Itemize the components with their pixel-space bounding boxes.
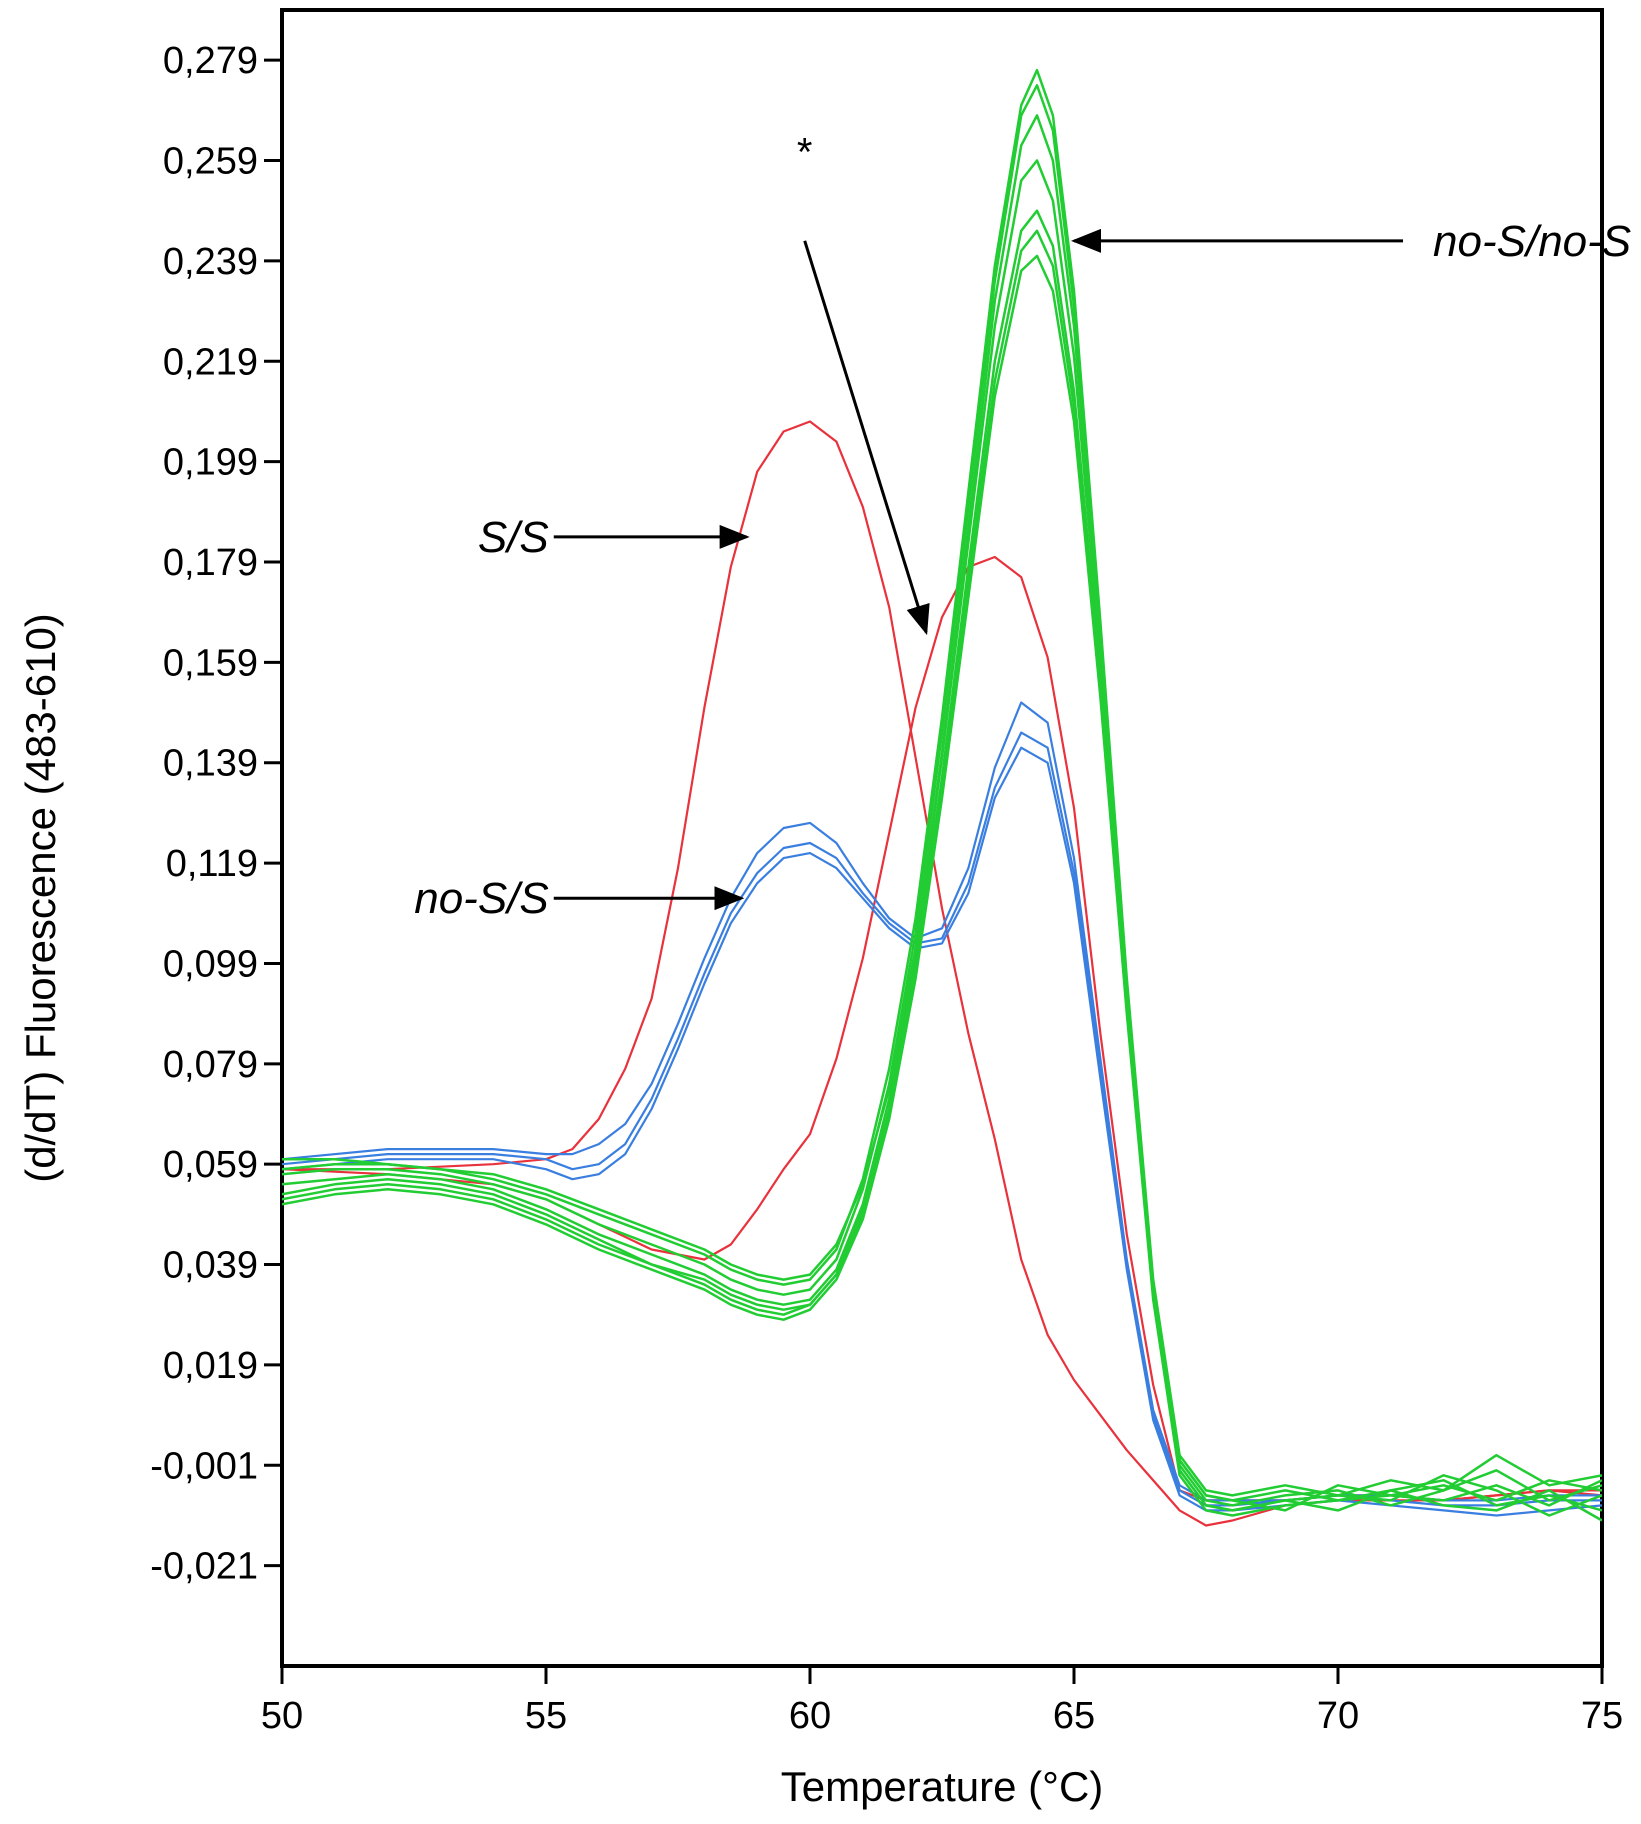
y-tick-label: -0,001 [150, 1445, 258, 1487]
x-tick-label: 75 [1581, 1695, 1623, 1737]
annotation-asterisk: * [797, 131, 930, 636]
y-tick-label: 0,159 [163, 642, 258, 684]
green-curve-5 [282, 84, 1602, 1502]
y-tick-label: 0,059 [163, 1144, 258, 1186]
annotation-label: * [797, 131, 813, 175]
annotations: no-S/no-S S/S no-S/S * [414, 131, 1631, 924]
x-tick-label: 50 [261, 1695, 303, 1737]
y-tick-label: 0,079 [163, 1044, 258, 1086]
y-tick-label: 0,199 [163, 442, 258, 484]
annotation-arrow [803, 240, 930, 636]
annotation-no-S-no-S: no-S/no-S [1071, 217, 1631, 266]
x-tick-label: 70 [1317, 1695, 1359, 1737]
green-curve-9 [282, 68, 1602, 1497]
x-tick-label: 60 [789, 1695, 831, 1737]
y-tick-label: -0,021 [150, 1546, 258, 1588]
y-axis: 0,279 0,259 0,239 0,219 0,199 0,179 0,159 0,139… [150, 40, 282, 1588]
series-layer [282, 68, 1602, 1527]
plot-frame [280, 8, 1604, 1668]
y-tick-label: 0,139 [163, 743, 258, 785]
annotation-S-S: S/S [478, 513, 750, 562]
green-curve-10 [282, 114, 1602, 1512]
green-curve-11 [282, 229, 1602, 1512]
green-curve-7 [282, 209, 1602, 1517]
x-axis-title: Temperature (°C) [781, 1763, 1104, 1810]
y-tick-label: 0,239 [163, 241, 258, 283]
y-axis-title: (d/dT) Fluorescence (483-610) [17, 613, 64, 1183]
y-tick-label: 0,039 [163, 1245, 258, 1287]
green-curve-8 [282, 254, 1602, 1522]
x-tick-label: 65 [1053, 1695, 1095, 1737]
annotation-label: no-S/S [414, 874, 549, 923]
y-tick-label: 0,019 [163, 1345, 258, 1387]
y-tick-label: 0,259 [163, 141, 258, 183]
blue-curve-3 [282, 731, 1602, 1507]
annotation-label: no-S/no-S [1433, 217, 1631, 266]
red-curve-0 [282, 420, 1602, 1527]
y-tick-label: 0,219 [163, 341, 258, 383]
y-tick-label: 0,099 [163, 943, 258, 985]
y-tick-label: 0,279 [163, 40, 258, 82]
annotation-label: S/S [478, 513, 549, 562]
x-axis: 50 55 60 65 70 75 [261, 1666, 1623, 1737]
annotation-no-S-S: no-S/S [414, 874, 745, 923]
x-tick-label: 55 [525, 1695, 567, 1737]
green-curve-6 [282, 159, 1602, 1507]
y-tick-label: 0,119 [166, 843, 258, 885]
blue-curve-2 [282, 701, 1602, 1502]
y-tick-label: 0,179 [163, 542, 258, 584]
blue-curve-4 [282, 746, 1602, 1517]
red-curve-1 [282, 555, 1602, 1502]
